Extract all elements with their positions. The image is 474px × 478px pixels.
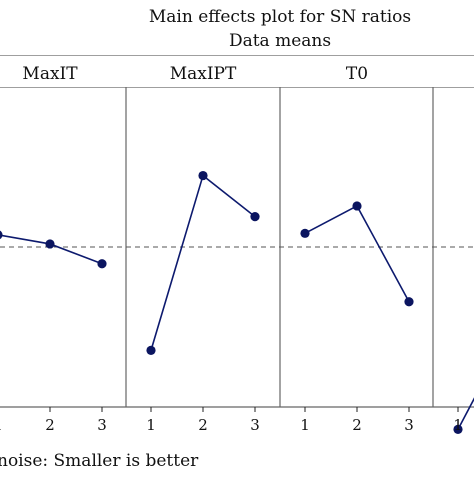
x-tick-label: 3: [97, 416, 107, 434]
panel-title: MaxIT: [22, 64, 78, 84]
panel-t0: T0 1 2 3: [280, 56, 434, 434]
data-point: [45, 239, 55, 249]
data-point: [300, 228, 310, 238]
chart-title: Main effects plot for SN ratios: [149, 7, 411, 27]
title-area: Main effects plot for SN ratios Data mea…: [149, 7, 411, 51]
panel-title: MaxIPT: [170, 64, 237, 84]
chart-subtitle: Data means: [229, 31, 331, 51]
series-line: [150, 174, 256, 351]
panel-4: 123: [433, 56, 474, 434]
series-line: [0, 234, 103, 265]
x-tick-label: 2: [352, 416, 362, 434]
panel-header: [280, 56, 434, 87]
x-tick-label: 2: [198, 416, 208, 434]
panel-header: [433, 56, 474, 87]
x-tick-label: 1: [146, 416, 156, 434]
data-point: [250, 212, 260, 222]
x-tick-label: 3: [404, 416, 414, 434]
series-line: [304, 204, 410, 303]
panel-maxipt: MaxIPT 1 2 3: [126, 56, 280, 434]
x-tick-label: 1: [453, 416, 463, 434]
data-point: [97, 259, 107, 269]
panel-header: [0, 56, 127, 87]
series-line: [457, 397, 474, 430]
plot-panels: MaxIT123MaxIPT123T0123123: [0, 56, 474, 434]
x-tick-label: 2: [45, 416, 55, 434]
plot-frame: [0, 55, 474, 408]
x-tick-label: 1: [300, 416, 310, 434]
data-point: [352, 201, 362, 211]
data-point: [0, 230, 3, 239]
data-point: [453, 424, 463, 434]
x-tick-label: 1: [0, 416, 3, 434]
data-point: [404, 297, 414, 307]
data-point: [198, 170, 208, 181]
x-tick-label: 3: [250, 416, 260, 434]
footer-area: noise: Smaller is better: [0, 451, 199, 471]
footer-note: noise: Smaller is better: [0, 451, 199, 471]
panel-maxit: MaxIT 1 2 3: [0, 56, 127, 434]
panel-title: T0: [346, 64, 368, 84]
data-point: [146, 345, 156, 355]
panel-header: [126, 56, 280, 87]
